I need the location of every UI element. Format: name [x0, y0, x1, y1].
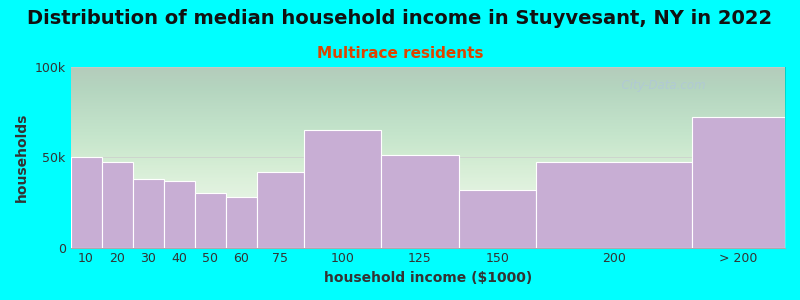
Bar	[692, 117, 785, 248]
Bar	[133, 179, 164, 247]
Bar	[164, 181, 194, 248]
Bar	[537, 163, 692, 248]
Bar	[257, 172, 303, 248]
Bar	[102, 163, 133, 248]
Bar	[459, 190, 537, 247]
Bar	[70, 157, 102, 248]
Bar	[226, 197, 257, 248]
Bar	[303, 130, 381, 248]
Bar	[381, 155, 459, 247]
Bar	[194, 193, 226, 248]
Y-axis label: households: households	[15, 112, 29, 202]
Text: Distribution of median household income in Stuyvesant, NY in 2022: Distribution of median household income …	[27, 9, 773, 28]
Text: Multirace residents: Multirace residents	[317, 46, 483, 62]
Text: City-Data.com: City-Data.com	[614, 79, 705, 92]
X-axis label: household income ($1000): household income ($1000)	[324, 271, 532, 285]
